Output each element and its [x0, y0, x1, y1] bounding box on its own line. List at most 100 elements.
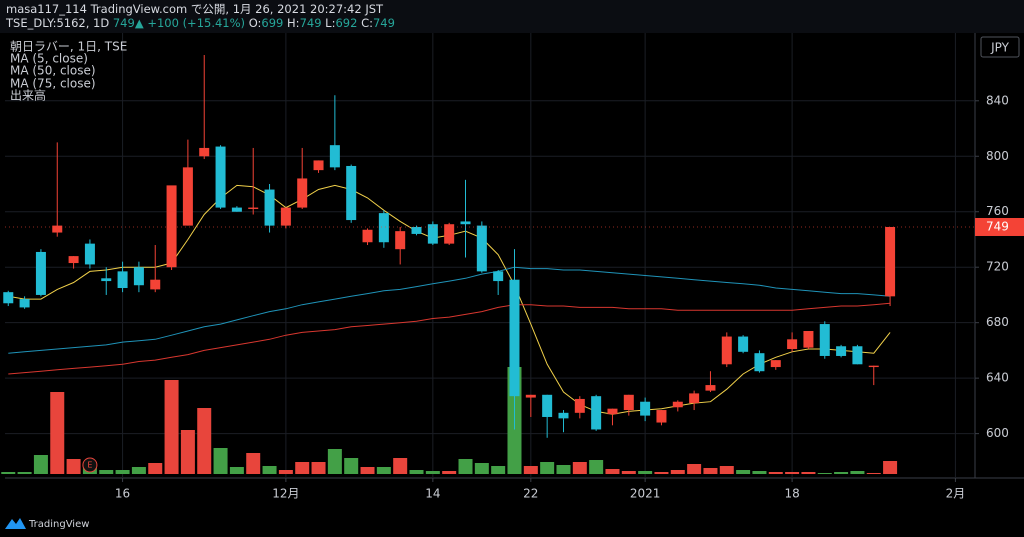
candle-body	[68, 256, 79, 264]
candle-body	[770, 360, 781, 368]
volume-bar	[344, 458, 359, 474]
candle-body	[460, 221, 471, 225]
volume-bar	[768, 472, 783, 474]
volume-bar	[115, 470, 130, 474]
candle-body	[852, 346, 863, 365]
volume-bar	[66, 459, 81, 474]
volume-bar	[409, 470, 424, 474]
candle-body	[558, 412, 569, 419]
last-price-box	[975, 217, 1024, 236]
volume-bar	[523, 466, 538, 474]
candle-body	[166, 185, 177, 268]
volume-bar	[589, 460, 604, 474]
volume-bar	[834, 472, 849, 474]
candle-body	[35, 251, 46, 295]
event-label: E	[87, 461, 92, 470]
last: 749	[112, 16, 135, 30]
volume-bar	[817, 473, 832, 474]
candle-body	[117, 271, 128, 289]
candle-body	[738, 336, 749, 352]
legend-entry: MA (75, close)	[10, 77, 96, 91]
candle-body	[444, 224, 455, 244]
volume-bar	[197, 408, 212, 474]
candle-body	[231, 207, 242, 212]
candle-body	[640, 401, 651, 416]
y-tick-label: 800	[986, 149, 1009, 163]
candle-body	[525, 394, 536, 398]
volume-bar	[213, 448, 228, 474]
candle-body	[868, 365, 879, 368]
volume-bar	[491, 466, 506, 474]
volume-bar	[50, 392, 65, 474]
volume-bar	[638, 471, 653, 474]
candle-body	[150, 279, 161, 290]
x-tick-label: 2月	[946, 487, 966, 501]
legend-entry: 出来高	[10, 88, 46, 103]
volume-bar	[605, 469, 620, 474]
ma-line	[8, 302, 891, 375]
volume-bar	[719, 466, 734, 474]
x-tick-label: 2021	[630, 487, 661, 501]
volume-bar	[883, 461, 898, 474]
candle-body	[84, 243, 95, 265]
ohlc-label: C:	[361, 16, 373, 30]
candle-body	[215, 146, 226, 208]
header-bar	[0, 0, 1024, 33]
ohlc-label: H:	[287, 16, 300, 30]
volume-bar	[866, 473, 881, 474]
candle-body	[362, 229, 373, 243]
candle-body	[248, 207, 259, 209]
y-tick-label: 680	[986, 315, 1009, 329]
volume-bar	[229, 467, 244, 474]
volume-bar	[670, 470, 685, 474]
volume-bar	[99, 470, 114, 474]
symbol: TSE_DLY:5162, 1D	[6, 16, 110, 30]
ohlc-label: O:	[248, 16, 262, 30]
volume-bar	[246, 453, 261, 474]
candle-body	[721, 336, 732, 365]
candles: E	[3, 55, 896, 473]
y-tick-label: 720	[986, 260, 1009, 274]
axes: 600 640 680 720 760 800 840 16 12月 14 22 2021 18 2月 74…	[5, 93, 1024, 501]
volume-bar	[442, 471, 457, 474]
candle-body	[623, 394, 634, 411]
logo-icon	[5, 518, 26, 529]
volume-bar	[164, 380, 179, 474]
volume-bar	[752, 471, 767, 474]
candle-body	[754, 353, 765, 372]
volume-bar	[556, 465, 571, 474]
candle-body	[427, 224, 438, 244]
ohlc-value: 692	[335, 16, 358, 30]
candle-body	[803, 331, 814, 348]
volume-bar	[736, 470, 751, 474]
volume-bar	[801, 472, 816, 474]
currency-box[interactable]	[980, 36, 1020, 58]
candle-body	[133, 267, 144, 286]
candle-body	[574, 398, 585, 413]
candle-body	[787, 339, 798, 350]
volume-bar	[376, 467, 391, 474]
ohlc-value: 699	[261, 16, 284, 30]
volume-bar	[180, 430, 195, 474]
candle-body	[689, 393, 700, 404]
candle-body	[607, 408, 618, 415]
volume-bar	[540, 462, 555, 474]
volume-bar	[785, 472, 800, 474]
volume-bar	[474, 463, 489, 474]
logo: TradingView	[5, 518, 89, 530]
ohlc-value: 749	[299, 16, 322, 30]
volume-bar	[393, 458, 408, 474]
candle-body	[705, 385, 716, 391]
ma-line	[8, 266, 891, 354]
volume-bar	[360, 467, 375, 474]
volume-bar	[295, 462, 310, 474]
candle-body	[3, 292, 14, 304]
ohlc-label: L:	[325, 16, 336, 30]
volume-bar	[148, 463, 163, 474]
header: masa117_114 TradingView.com で公開, 1月 26, …	[6, 2, 395, 30]
candle-body	[313, 160, 324, 171]
header-line: TSE_DLY:5162, 1D 749▲ +100 (+15.41%) O:6…	[6, 16, 395, 30]
candle-body	[329, 145, 340, 168]
volume-bar	[278, 470, 293, 474]
